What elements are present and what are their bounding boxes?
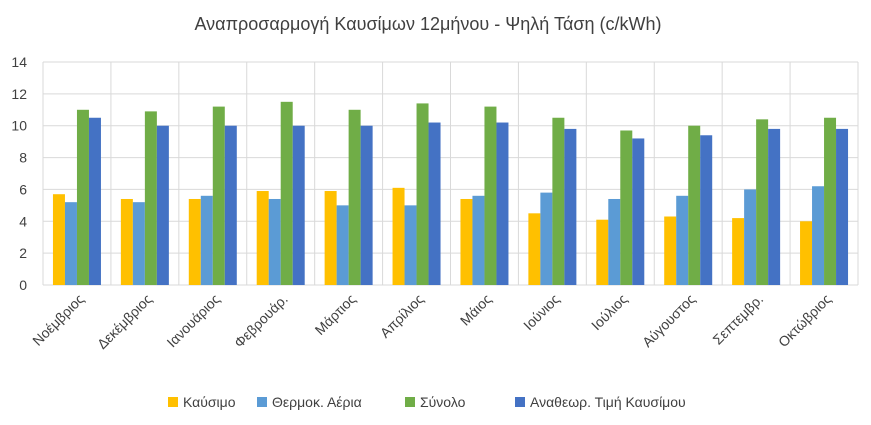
x-tick-label: Ιούλιος xyxy=(588,291,631,334)
bar xyxy=(496,122,509,286)
legend-label: Καύσιμο xyxy=(183,394,236,410)
bar xyxy=(824,117,837,285)
bar xyxy=(732,218,745,285)
bar xyxy=(676,195,689,285)
bars xyxy=(52,101,849,286)
bar xyxy=(348,109,361,286)
bar xyxy=(620,130,633,285)
bar xyxy=(800,221,813,285)
x-tick-label: Μάρτιος xyxy=(312,291,359,338)
bar xyxy=(360,125,373,285)
x-axis-labels: Νοέμβριος Δεκέμβριος Ιανουάριος Φεβρουάρ. Μά… xyxy=(29,291,834,352)
x-tick-label: Νοέμβριος xyxy=(29,291,87,349)
x-tick-label: Οκτώβριος xyxy=(775,291,834,350)
bar xyxy=(700,135,713,285)
bar xyxy=(596,219,609,285)
bar xyxy=(484,106,497,285)
bar xyxy=(564,128,577,285)
legend-swatch xyxy=(168,397,178,407)
bar xyxy=(324,191,337,285)
bar xyxy=(188,198,201,285)
bar xyxy=(608,198,621,285)
y-tick-label: 8 xyxy=(19,150,27,166)
bar xyxy=(540,192,553,285)
bar xyxy=(120,198,133,285)
legend: Καύσιμο Θερμοκ. Αέρια Σύνολο Αναθεωρ. Τιμή … xyxy=(168,394,686,410)
chart-title: Αναπροσαρμογή Καυσίμων 12μήνου - Ψηλή Τά… xyxy=(195,14,662,34)
bar xyxy=(472,195,485,285)
bar xyxy=(416,103,429,286)
y-tick-label: 6 xyxy=(19,181,27,197)
legend-label: Θερμοκ. Αέρια xyxy=(272,394,362,410)
bar xyxy=(256,191,269,285)
bar xyxy=(144,111,157,285)
legend-label: Αναθεωρ. Τιμή Καυσίμου xyxy=(530,394,686,410)
y-tick-label: 2 xyxy=(19,245,27,261)
bar xyxy=(392,187,405,285)
x-tick-label: Απρίλιος xyxy=(377,291,427,341)
bar xyxy=(528,213,541,285)
y-tick-label: 0 xyxy=(19,277,27,293)
gridlines xyxy=(42,61,859,286)
bar xyxy=(212,106,225,285)
bar xyxy=(744,189,757,285)
y-axis-ticks: 0 2 4 6 8 10 12 14 xyxy=(11,54,27,293)
bar xyxy=(552,117,565,285)
x-tick-label: Ιούνιος xyxy=(520,291,563,334)
x-tick-label: Ιανουάριος xyxy=(163,291,223,351)
legend-swatch xyxy=(515,397,525,407)
y-tick-label: 4 xyxy=(19,213,27,229)
bar xyxy=(200,195,213,285)
legend-swatch xyxy=(405,397,415,407)
x-tick-label: Δεκέμβριος xyxy=(94,291,155,352)
bar xyxy=(52,194,65,285)
bar xyxy=(460,198,473,285)
bar xyxy=(836,128,849,285)
bar xyxy=(812,186,825,285)
bar xyxy=(688,125,701,285)
bar xyxy=(76,109,89,286)
bar xyxy=(88,117,101,285)
x-tick-label: Φεβρουάρ. xyxy=(231,291,291,351)
bar xyxy=(768,128,781,285)
bar xyxy=(224,125,237,285)
x-tick-label: Αύγουστος xyxy=(639,291,699,351)
bar xyxy=(268,198,281,285)
x-tick-label: Σεπτεμβρ. xyxy=(709,291,766,348)
y-tick-label: 12 xyxy=(11,86,27,102)
bar xyxy=(756,119,769,285)
bar xyxy=(156,125,169,285)
legend-swatch xyxy=(257,397,267,407)
bar xyxy=(336,205,349,285)
legend-label: Σύνολο xyxy=(420,394,466,410)
bar xyxy=(132,202,145,285)
x-tick-label: Μάιος xyxy=(457,291,495,329)
bar xyxy=(404,205,417,285)
bar xyxy=(64,202,77,285)
y-tick-label: 10 xyxy=(11,118,27,134)
bar xyxy=(632,138,645,285)
bar xyxy=(292,125,305,285)
bar xyxy=(428,122,441,286)
bar xyxy=(664,216,677,285)
y-tick-label: 14 xyxy=(11,54,27,70)
bar xyxy=(280,101,293,285)
